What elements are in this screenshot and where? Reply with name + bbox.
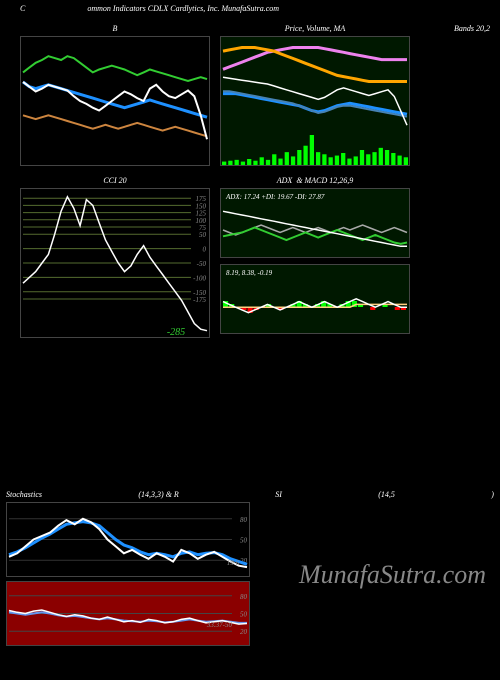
bands-param: Bands 20,2 — [410, 22, 500, 36]
rsi-panel: 80 50 20 33.37-50 — [6, 581, 250, 646]
stoch-title-5: ) — [491, 488, 494, 502]
price-panel — [220, 36, 410, 166]
svg-text:-50: -50 — [197, 260, 207, 268]
bbands-title: B — [20, 22, 210, 36]
stoch-title-3: SI — [275, 488, 282, 502]
cci-panel: 17515012510075500-50-100-150-175-285 — [20, 188, 210, 338]
macd-panel: 8.19, 8.38, -0.19 — [220, 264, 410, 334]
page-header: C ommon Indicators CDLX Cardlytics, Inc.… — [0, 0, 500, 18]
header-text: ommon Indicators CDLX Cardlytics, Inc. M… — [87, 4, 279, 13]
adx-macd-title: ADX & MACD 12,26,9 — [220, 174, 410, 188]
cci-title: CCI 20 — [20, 174, 210, 188]
svg-text:-175: -175 — [193, 296, 206, 304]
svg-text:50: 50 — [240, 611, 248, 619]
adx-panel: ADX: 17.24 +DI: 19.67 -DI: 27.87 — [220, 188, 410, 258]
svg-text:19.6: 19.6 — [227, 559, 240, 567]
bbands-panel — [20, 36, 210, 166]
svg-text:50: 50 — [199, 231, 207, 239]
svg-text:33.37-50: 33.37-50 — [206, 621, 233, 629]
svg-text:ADX: 17.24 +DI: 19.67 -DI: 2: ADX: 17.24 +DI: 19.67 -DI: 27.87 — [225, 193, 325, 201]
stoch-panel: 80502019.6 — [6, 502, 250, 577]
stoch-title-2: (14,3,3) & R — [138, 488, 178, 502]
svg-text:-285: -285 — [167, 327, 185, 337]
watermark: MunafaSutra.com — [299, 560, 486, 590]
header-prefix: C — [20, 4, 25, 13]
svg-text:0: 0 — [203, 246, 207, 254]
price-title: Price, Volume, MA — [220, 22, 410, 36]
svg-text:80: 80 — [240, 593, 248, 601]
svg-text:50: 50 — [240, 537, 248, 545]
svg-text:8.19, 8.38, -0.19: 8.19, 8.38, -0.19 — [226, 269, 273, 277]
stoch-title-4: (14,5 — [378, 488, 395, 502]
svg-text:20: 20 — [240, 628, 248, 636]
svg-text:-100: -100 — [193, 274, 206, 282]
svg-text:80: 80 — [240, 516, 248, 524]
stoch-title-1: Stochastics — [6, 488, 42, 502]
